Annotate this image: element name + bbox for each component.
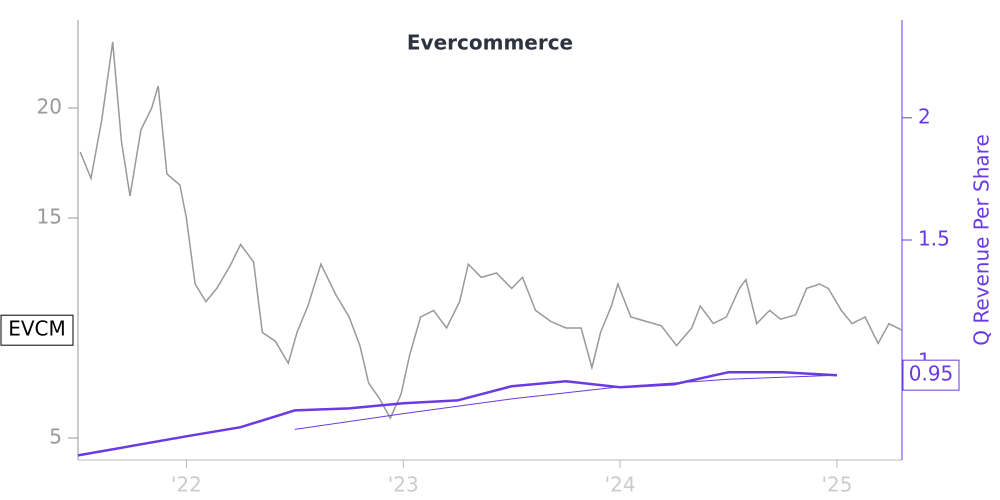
x-tick-label: '22: [171, 473, 202, 497]
y-tick-label: 5: [49, 425, 62, 449]
series-label: EVCM: [8, 317, 66, 341]
y-tick-label: 20: [37, 95, 62, 119]
y2-tick-label: 2: [918, 104, 931, 128]
x-tick-label: '24: [605, 473, 636, 497]
line: [294, 374, 837, 430]
x-tick-label: '25: [821, 473, 852, 497]
line: [77, 370, 837, 457]
y2-tick-label: 1.5: [918, 227, 950, 251]
y-tick-label: 15: [37, 205, 62, 229]
chart-title: Evercommerce: [407, 31, 573, 55]
y2-axis-label: Q Revenue Per Share: [970, 134, 994, 346]
line: [79, 41, 903, 420]
last-value-box: [0, 314, 74, 346]
x-tick-label: '23: [388, 473, 419, 497]
value-label: 0.95: [909, 362, 954, 386]
value-label-box: [902, 359, 960, 391]
